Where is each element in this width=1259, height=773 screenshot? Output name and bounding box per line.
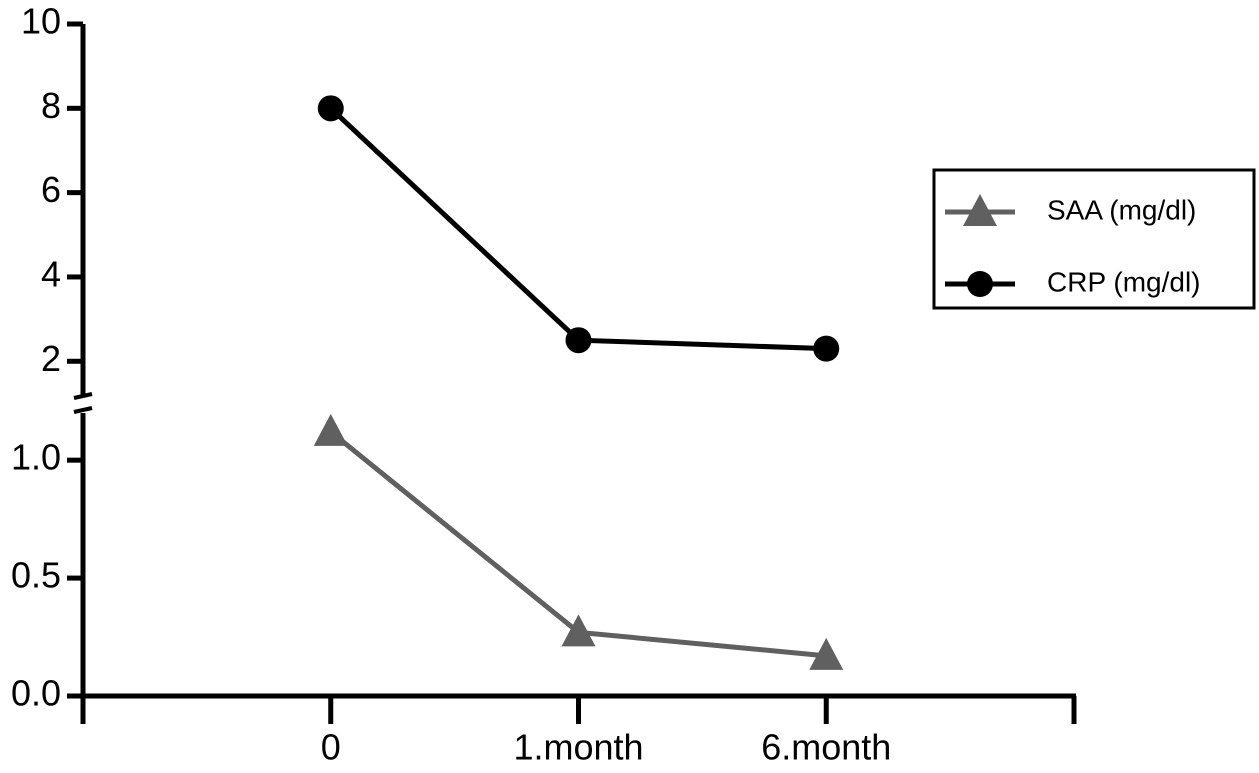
y-tick-label: 0.5 (11, 555, 61, 596)
y-tick-label: 6 (41, 169, 61, 210)
axis-break (73, 406, 93, 414)
point (565, 327, 592, 354)
axis-break (73, 392, 93, 400)
legend-label: CRP (mg/dl) (1047, 266, 1201, 297)
y-tick-label: 0.0 (11, 673, 61, 714)
point (809, 637, 844, 670)
point (317, 95, 344, 122)
point (561, 614, 596, 647)
y-tick-label: 10 (21, 1, 61, 42)
legend-marker (963, 194, 997, 226)
y-tick-label: 1.0 (11, 437, 61, 478)
legend-marker (967, 271, 993, 297)
point (813, 335, 840, 362)
legend-label: SAA (mg/dl) (1047, 194, 1196, 225)
x-tick-label: 0 (321, 727, 341, 768)
x-tick-label: 1.month (513, 727, 643, 768)
x-tick-label: 6.month (761, 727, 891, 768)
y-tick-label: 4 (41, 253, 61, 294)
y-tick-label: 2 (41, 338, 61, 379)
point (313, 413, 348, 446)
y-tick-label: 8 (41, 85, 61, 126)
line (329, 106, 827, 352)
